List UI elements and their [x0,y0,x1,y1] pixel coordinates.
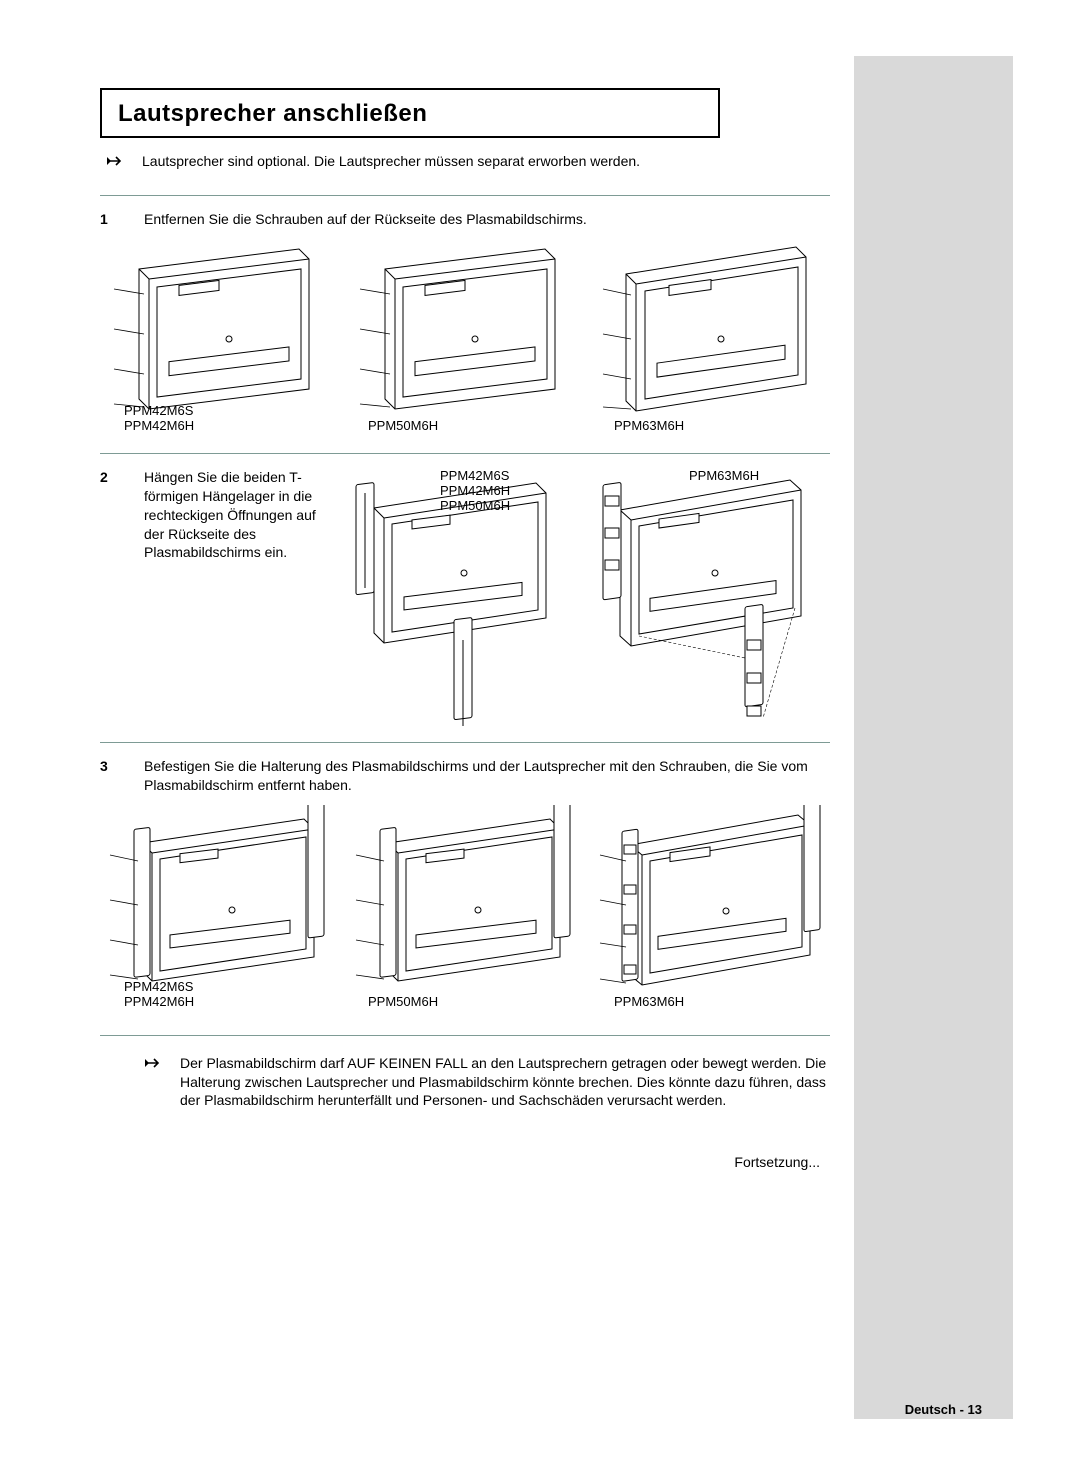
step-2-text: Hängen Sie die beiden T-förmigen Hängela… [144,468,330,728]
warning-row: Der Plasmabildschirm darf AUF KEINEN FAL… [100,1054,830,1111]
step-3-figure-1-label: PPM42M6S PPM42M6H [124,979,194,1009]
step-1-figure-1-label: PPM42M6S PPM42M6H [124,403,194,433]
step-1-figure-1: PPM42M6S PPM42M6H [100,239,338,439]
step-1-figure-3: PPM63M6H [592,239,830,439]
step-1-number: 1 [100,210,122,229]
step-2-figure-1: PPM42M6S PPM42M6H PPM50M6H [340,468,581,728]
step-3-figure-1: PPM42M6S PPM42M6H [100,805,338,1015]
step-1-figure-2-label: PPM50M6H [368,418,438,433]
step-3: 3 Befestigen Sie die Halterung des Plasm… [100,742,830,1029]
step-1-figure-2: PPM50M6H [346,239,584,439]
intro-text: Lautsprecher sind optional. Die Lautspre… [142,152,640,171]
title-box: Lautsprecher anschließen [100,88,720,138]
step-2: 2 Hängen Sie die beiden T-förmigen Hänge… [100,453,830,742]
step-1: 1 Entfernen Sie die Schrauben auf der Rü… [100,195,830,453]
step-3-figure-2: PPM50M6H [346,805,584,1015]
step-1-figure-3-label: PPM63M6H [614,418,684,433]
page-content: Lautsprecher anschließen Lautsprecher si… [100,88,830,1170]
step-3-number: 3 [100,757,122,795]
step-3-text: Befestigen Sie die Halterung des Plasmab… [144,757,830,795]
step-3-figure-3: PPM63M6H [592,805,830,1015]
bottom-rule [100,1035,830,1036]
step-2-figure-2: PPM63M6H [589,468,830,728]
warning-text: Der Plasmabildschirm darf AUF KEINEN FAL… [180,1054,830,1111]
page-title: Lautsprecher anschließen [118,100,702,128]
intro-row: Lautsprecher sind optional. Die Lautspre… [100,152,830,173]
step-2-figure-1-label: PPM42M6S PPM42M6H PPM50M6H [440,468,510,513]
warning-arrow-icon [144,1056,166,1075]
step-1-text: Entfernen Sie die Schrauben auf der Rück… [144,210,830,229]
page-footer: Deutsch - 13 [905,1402,982,1417]
step-3-figure-2-label: PPM50M6H [368,994,438,1009]
step-2-number: 2 [100,468,122,728]
step-3-figure-3-label: PPM63M6H [614,994,684,1009]
step-2-figure-2-label: PPM63M6H [689,468,759,483]
continued-label: Fortsetzung... [100,1154,830,1170]
note-arrow-icon [106,154,128,173]
